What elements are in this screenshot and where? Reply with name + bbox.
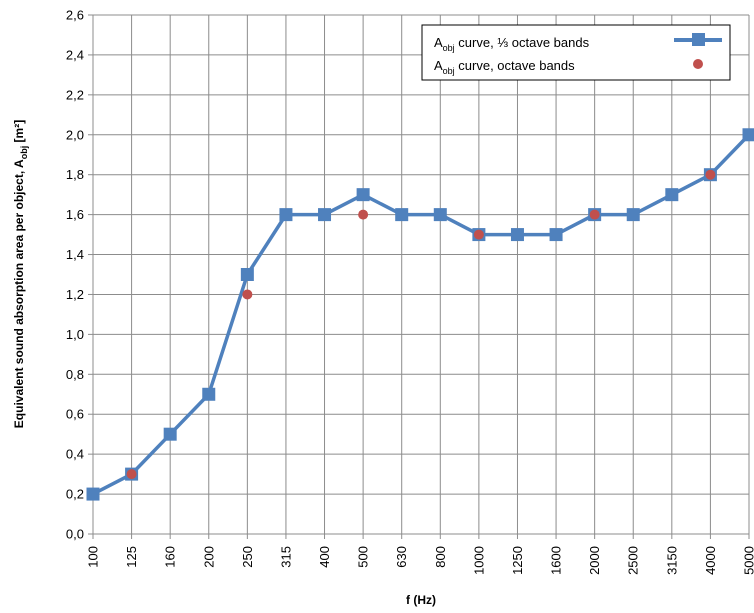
third-octave-point (395, 208, 409, 222)
y-tick-label: 0,6 (66, 407, 84, 422)
third-octave-point (163, 427, 177, 441)
x-tick-label: 315 (278, 546, 293, 568)
y-axis-title-subscript: obj (19, 146, 29, 160)
y-tick-label: 0,2 (66, 487, 84, 502)
y-tick-label: 0,8 (66, 367, 84, 382)
x-tick-label: 3150 (664, 546, 679, 575)
y-tick-label: 1,0 (66, 327, 84, 342)
x-tick-label: 100 (86, 546, 101, 568)
x-tick-label: 160 (163, 546, 178, 568)
x-tick-label: 800 (433, 546, 448, 568)
y-tick-label: 0,0 (66, 527, 84, 542)
x-axis-title: f (Hz) (406, 593, 436, 607)
third-octave-point (626, 208, 640, 222)
series (86, 128, 754, 501)
third-octave-point (742, 128, 754, 142)
third-octave-point (510, 228, 524, 242)
y-tick-label: 2,4 (66, 47, 84, 62)
x-tick-label: 1250 (510, 546, 525, 575)
x-tick-label: 125 (124, 546, 139, 568)
octave-point (589, 209, 600, 220)
axes (88, 14, 750, 539)
third-octave-point (433, 208, 447, 222)
y-axis-title-main: Equivalent sound absorption area per obj… (12, 159, 26, 428)
y-tick-label: 1,2 (66, 287, 84, 302)
third-octave-point (356, 188, 370, 202)
x-tick-labels: 100 125 160 200 250 315 400 500 630 800 1000 1250 16… (86, 546, 754, 575)
third-octave-point (318, 208, 332, 222)
third-octave-point (665, 188, 679, 202)
x-tick-label: 400 (317, 546, 332, 568)
x-tick-label: 5000 (742, 546, 754, 575)
grid (92, 14, 750, 535)
y-tick-label: 1,4 (66, 247, 84, 262)
x-tick-label: 4000 (703, 546, 718, 575)
x-tick-label: 1000 (471, 546, 486, 575)
y-tick-label: 1,6 (66, 207, 84, 222)
third-octave-point (279, 208, 293, 222)
y-tick-label: 1,8 (66, 167, 84, 182)
third-octave-point (202, 387, 216, 401)
x-tick-label: 2500 (626, 546, 641, 575)
octave-point (126, 469, 137, 480)
legend-label-octave: Aobj curve, octave bands (434, 58, 575, 76)
legend-marker-square (692, 33, 705, 46)
third-octave-point (86, 487, 100, 501)
y-tick-label: 2,2 (66, 87, 84, 102)
x-tick-label: 500 (356, 546, 371, 568)
octave-point (473, 229, 484, 240)
octave-point (358, 209, 369, 220)
y-tick-label: 2,0 (66, 127, 84, 142)
x-tick-label: 630 (394, 546, 409, 568)
y-axis-title-unit: [m²] (12, 120, 26, 146)
legend: Aobj curve, ⅓ octave bands Aobj curve, o… (421, 24, 731, 81)
x-tick-label: 250 (240, 546, 255, 568)
legend-box (421, 24, 731, 81)
third-octave-line (92, 133, 751, 496)
y-tick-label: 0,4 (66, 447, 84, 462)
x-tick-label: 2000 (587, 546, 602, 575)
third-octave-point (549, 228, 563, 242)
octave-point (242, 289, 253, 300)
legend-label-third-octave: Aobj curve, ⅓ octave bands (434, 35, 590, 53)
y-tick-labels: 0,0 0,2 0,4 0,6 0,8 1,0 1,2 1,4 1,6 1,8 2,0 2,2 2,4 2… (66, 8, 84, 542)
legend-marker-circle (693, 59, 703, 69)
third-octave-point (240, 268, 254, 281)
octave-point (705, 169, 716, 180)
x-tick-label: 1600 (549, 546, 564, 575)
y-axis-title: Equivalent sound absorption area per obj… (12, 120, 29, 428)
y-tick-label: 2,6 (66, 8, 84, 23)
x-tick-label: 200 (201, 546, 216, 568)
